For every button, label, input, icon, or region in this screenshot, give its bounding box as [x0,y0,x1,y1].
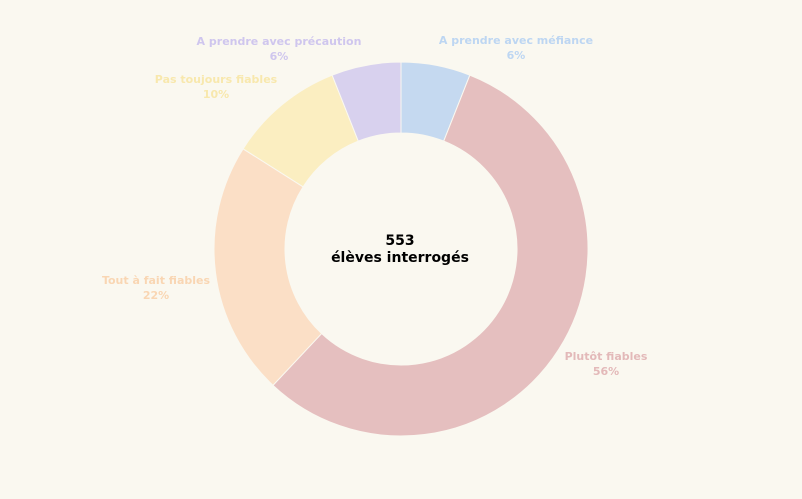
donut-slice[interactable] [272,74,589,437]
respondent-caption: élèves interrogés [331,250,469,266]
slice-label: A prendre avec méfiance [439,34,593,47]
labels-layer: A prendre avec méfiance 6% Plutôt fiables 5… [102,34,648,378]
slice-percent-label: 22% [143,289,169,302]
slices-layer [213,61,589,437]
slice-percent-label: 6% [507,49,526,62]
slice-label: A prendre avec précaution [197,35,362,48]
slice-percent-label: 56% [593,365,619,378]
slice-label: Tout à fait fiables [102,274,211,287]
donut-slice[interactable] [213,148,323,387]
respondent-count: 553 [385,233,414,249]
slice-label: Plutôt fiables [565,350,648,363]
slice-label: Pas toujours fiables [155,73,278,86]
slice-percent-label: 10% [203,88,229,101]
donut-slice[interactable] [331,61,402,142]
slice-percent-label: 6% [270,50,289,63]
